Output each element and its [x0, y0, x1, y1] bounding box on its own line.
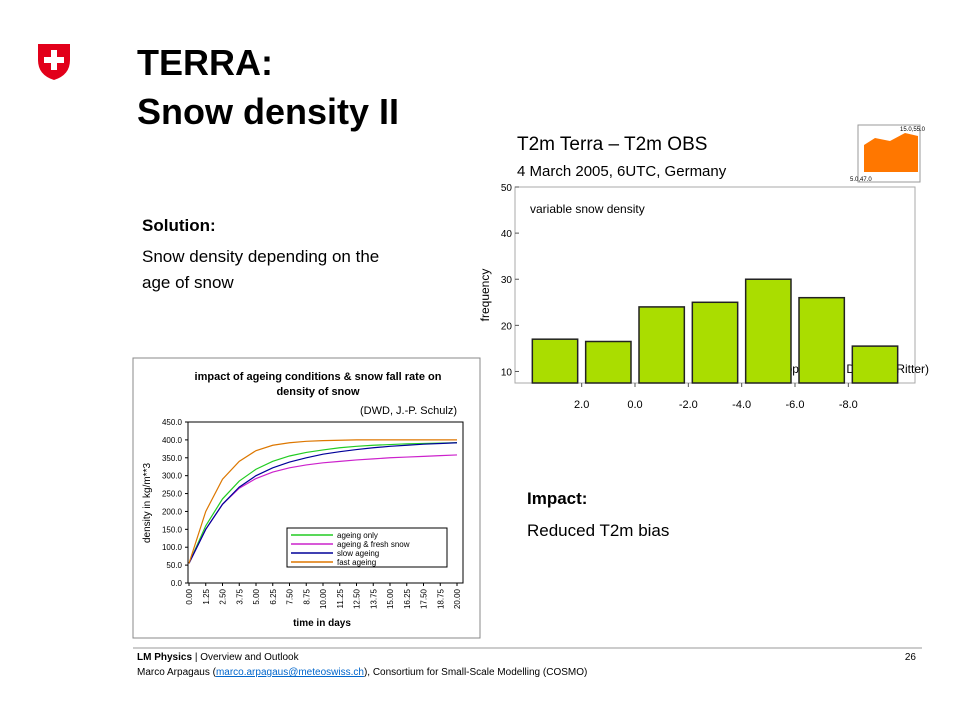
x-tick-label: 0.0: [627, 399, 642, 411]
x-tick-label: 7.50: [286, 588, 295, 604]
y-tick-label: 0.0: [171, 579, 183, 588]
swiss-logo: [38, 44, 70, 80]
x-tick-label: 0.00: [185, 588, 194, 604]
plot-area: [187, 421, 464, 584]
y-tick-label: 400.0: [162, 436, 183, 445]
y-tick-label: 150.0: [162, 525, 183, 534]
author: ), Consortium for Small-Scale Modelling …: [364, 667, 587, 678]
x-tick-label: 18.75: [436, 588, 445, 609]
bar: [638, 306, 686, 384]
section: | Overview and Outlook: [195, 652, 300, 663]
x-tick-label: 17.50: [420, 588, 429, 609]
bar: [691, 301, 739, 384]
x-tick-label: 11.25: [336, 588, 345, 608]
axis-label: density in kg/m**3: [142, 463, 153, 543]
x-tick-label: -6.0: [786, 399, 805, 411]
y-tick-label: 200.0: [162, 507, 183, 516]
heading: Solution:: [142, 216, 216, 235]
legend-label: fast ageing: [337, 558, 376, 567]
y-tick-label: 250.0: [162, 490, 183, 499]
org: LM Physics: [137, 652, 192, 663]
title: TERRA:: [137, 42, 273, 83]
x-tick-label: 15.00: [386, 588, 395, 609]
title: Snow density II: [137, 91, 399, 132]
series-line: [188, 439, 457, 564]
x-tick-label: -4.0: [732, 399, 751, 411]
x-tick-label: 16.25: [403, 588, 412, 609]
legend-label: ageing & fresh snow: [337, 540, 410, 549]
chart-frame: [132, 357, 481, 639]
y-tick-label: 10: [501, 367, 513, 378]
x-tick-label: 12.50: [353, 588, 362, 609]
axis-label: frequency: [478, 269, 492, 322]
y-tick-label: 450.0: [162, 418, 183, 427]
author: Marco Arpagaus (: [137, 667, 217, 678]
axis-label: time in days: [293, 618, 351, 629]
inset-map: [857, 124, 921, 183]
inset-label: 5.0,47.0: [850, 177, 872, 183]
text: Snow density depending on the: [142, 247, 379, 266]
y-tick-label: 350.0: [162, 454, 183, 463]
chart-title: density of snow: [276, 386, 360, 398]
x-tick-label: -2.0: [679, 399, 698, 411]
y-tick-label: 300.0: [162, 472, 183, 481]
bar: [798, 296, 846, 384]
heading: Impact:: [527, 489, 587, 508]
y-tick-label: 30: [501, 275, 513, 286]
annotation: variable snow density: [530, 202, 645, 216]
x-tick-label: 3.75: [235, 588, 244, 604]
footer: LM Physics | Overview and Outlook: [137, 652, 300, 663]
bar: [531, 338, 579, 384]
footer: Marco Arpagaus (marco.arpagaus@meteoswis…: [137, 667, 587, 678]
text: age of snow: [142, 273, 234, 292]
x-tick-label: 10.00: [319, 588, 328, 609]
y-tick-label: 50.0: [166, 561, 182, 570]
x-tick-label: 20.00: [453, 588, 462, 609]
x-tick-label: 8.75: [302, 588, 311, 604]
credit: (adopted from DWD, B. Ritter): [768, 362, 929, 376]
legend-label: ageing only: [337, 531, 378, 540]
x-tick-label: 1.25: [202, 588, 211, 604]
x-tick-label: 5.00: [252, 588, 261, 604]
y-tick-label: 100.0: [162, 543, 183, 552]
x-tick-label: -8.0: [839, 399, 858, 411]
chart-subtitle: 4 March 2005, 6UTC, Germany: [517, 163, 727, 180]
x-tick-label: 2.0: [574, 399, 589, 411]
x-tick-label: 6.25: [269, 588, 278, 604]
series-line: [188, 442, 458, 564]
chart-title: impact of ageing conditions & snow fall …: [195, 371, 442, 383]
series-line: [188, 442, 458, 564]
text: Reduced T2m bias: [527, 521, 669, 540]
inset-label: 15.0,55.0: [900, 127, 926, 133]
x-tick-label: 13.75: [369, 588, 378, 609]
page-number: 26: [905, 652, 917, 663]
y-tick-label: 20: [501, 321, 513, 332]
credit: (DWD, J.-P. Schulz): [360, 405, 457, 417]
y-tick-label: 50: [501, 183, 513, 194]
y-tick-label: 40: [501, 229, 513, 240]
email-link[interactable]: marco.arpagaus@meteoswiss.ch: [216, 667, 364, 678]
x-tick-label: 2.50: [219, 588, 228, 604]
bar: [584, 340, 632, 384]
bar: [744, 278, 792, 384]
legend-label: slow ageing: [337, 549, 379, 558]
bar: [851, 345, 899, 384]
chart-title: T2m Terra – T2m OBS: [517, 134, 707, 155]
